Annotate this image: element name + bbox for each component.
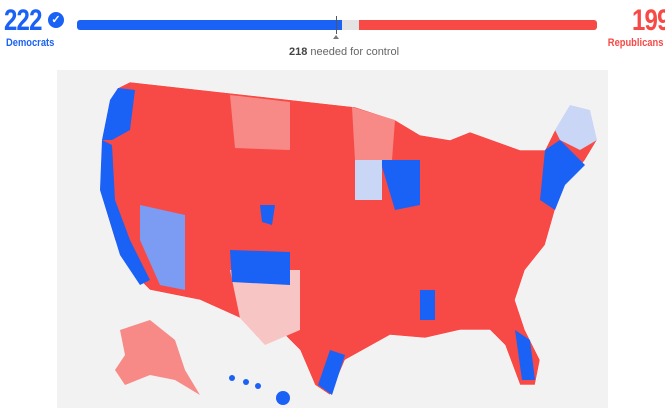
control-threshold-marker: [336, 16, 337, 34]
hawaii[interactable]: [229, 375, 290, 405]
republicans-label: Republicans: [607, 37, 663, 49]
house-district-map[interactable]: [57, 70, 608, 408]
threshold-arrow-icon: [333, 35, 339, 39]
republicans-bar: [359, 20, 597, 30]
contiguous-us[interactable]: [99, 81, 598, 396]
democrats-bar: [77, 20, 343, 30]
alaska[interactable]: [115, 320, 200, 395]
threshold-text: needed for control: [307, 46, 400, 58]
control-threshold-label: 218 needed for control: [289, 46, 399, 58]
threshold-number: 218: [289, 46, 308, 58]
winner-check-icon: ✓: [48, 12, 64, 28]
republicans-seat-count: 199: [631, 4, 665, 37]
seat-progress-bar: [77, 20, 597, 30]
democrats-seat-count: 222: [4, 4, 42, 37]
democrats-label: Democrats: [6, 37, 55, 49]
